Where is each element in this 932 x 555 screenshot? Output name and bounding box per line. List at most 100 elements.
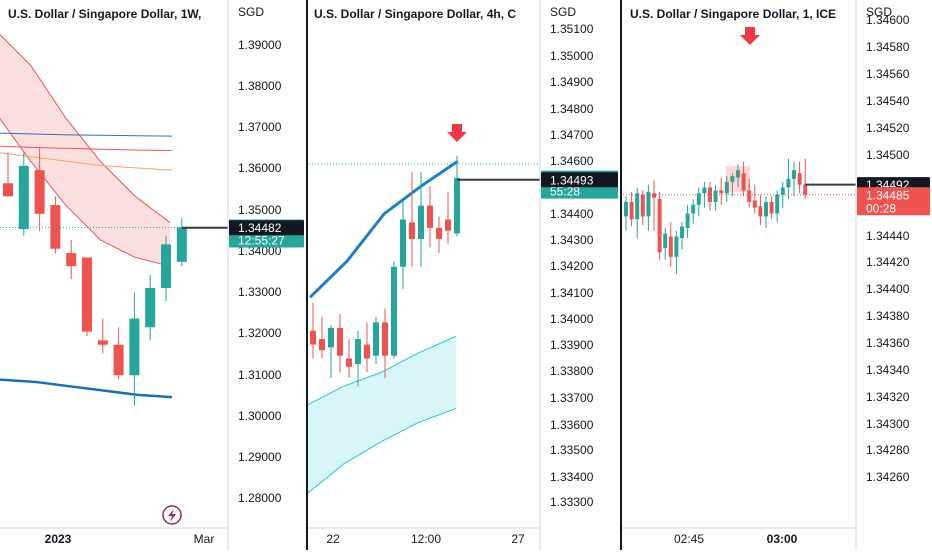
- y-tick-label: 1.33700: [550, 391, 594, 405]
- candle-body: [758, 206, 762, 216]
- candle-body: [781, 188, 785, 195]
- y-tick-label: 1.34280: [866, 443, 910, 457]
- y-tick-label: 1.34600: [866, 13, 910, 27]
- candle-body: [355, 339, 361, 364]
- y-tick-label: 1.34700: [550, 128, 594, 142]
- candle-body: [161, 244, 171, 288]
- y-tick-label: 1.36000: [238, 161, 282, 175]
- x-tick-label: 02:45: [674, 532, 704, 546]
- currency-label: SGD: [238, 5, 264, 19]
- lightning-icon[interactable]: [163, 506, 181, 524]
- candle-body: [82, 257, 92, 331]
- y-tick-label: 1.35100: [550, 22, 594, 36]
- candle-body: [770, 202, 774, 214]
- candle-body: [680, 226, 684, 238]
- x-tick-label: 27: [511, 532, 525, 546]
- y-tick-label: 1.34420: [866, 255, 910, 269]
- price-label-dark: 1.34493: [541, 172, 618, 187]
- y-tick-label: 1.37000: [238, 120, 282, 134]
- candle-body: [391, 267, 397, 356]
- y-tick-label: 1.34540: [866, 94, 910, 108]
- candle-body: [129, 319, 139, 376]
- candle-body: [319, 339, 325, 350]
- y-tick-label: 1.34300: [866, 417, 910, 431]
- y-tick-label: 1.34520: [866, 121, 910, 135]
- candle-body: [669, 237, 673, 257]
- y-tick-label: 1.33500: [550, 443, 594, 457]
- candle-body: [792, 170, 796, 179]
- y-tick-label: 1.32000: [238, 326, 282, 340]
- y-tick-label: 1.34000: [550, 312, 594, 326]
- candle-body: [697, 193, 701, 205]
- currency-label: SGD: [550, 5, 576, 19]
- candle-body: [753, 201, 757, 208]
- candle-body: [641, 195, 645, 217]
- candle-body: [691, 205, 695, 214]
- arrow-stem: [452, 124, 462, 133]
- price-label-value: 1.34493: [550, 173, 594, 187]
- price-label-dark: 1.34482: [229, 220, 304, 235]
- candle-body: [454, 178, 460, 234]
- candle-body: [364, 345, 370, 359]
- y-tick-label: 1.34100: [550, 286, 594, 300]
- y-tick-label: 1.35000: [238, 203, 282, 217]
- chart-title: U.S. Dollar / Singapore Dollar, 4h, C: [314, 7, 516, 21]
- candle-body: [409, 222, 415, 239]
- candle-body: [652, 193, 656, 197]
- y-tick-label: 1.29000: [238, 450, 282, 464]
- candle-body: [145, 288, 155, 327]
- y-tick-label: 1.34200: [550, 259, 594, 273]
- candle-body: [400, 220, 406, 267]
- y-tick-label: 1.38000: [238, 79, 282, 93]
- candle-body: [337, 328, 343, 356]
- price-label-countdown: 12:55:27: [238, 233, 285, 247]
- y-tick-label: 1.33800: [550, 364, 594, 378]
- y-tick-label: 1.34400: [550, 207, 594, 221]
- candle-body: [719, 190, 723, 193]
- chart-title: U.S. Dollar / Singapore Dollar, 1W,: [8, 7, 201, 21]
- price-label-value: 1.34482: [238, 221, 282, 235]
- candle-body: [646, 192, 650, 217]
- candle-body: [98, 340, 108, 344]
- candle-body: [382, 322, 388, 355]
- y-tick-label: 1.34340: [866, 363, 910, 377]
- candle-body: [674, 237, 678, 257]
- candle-body: [630, 202, 634, 219]
- x-tick-label: 03:00: [767, 532, 798, 546]
- candle-body: [114, 345, 124, 376]
- candle: [391, 261, 397, 358]
- y-tick-label: 1.34500: [866, 148, 910, 162]
- y-tick-label: 1.33400: [550, 470, 594, 484]
- price-label-value: 1.34485: [866, 188, 910, 202]
- y-tick-label: 1.35000: [550, 49, 594, 63]
- candle-body: [346, 358, 352, 366]
- price-axis-area: [857, 0, 932, 550]
- y-tick-label: 1.34400: [866, 282, 910, 296]
- y-tick-label: 1.39000: [238, 38, 282, 52]
- y-tick-label: 1.30000: [238, 409, 282, 423]
- candle-body: [436, 228, 442, 239]
- candle-body: [177, 227, 187, 261]
- candle-body: [663, 234, 667, 248]
- candle-body: [775, 195, 779, 214]
- candle-body: [373, 322, 379, 355]
- x-tick-label: 22: [326, 532, 340, 546]
- candle-body: [328, 328, 334, 347]
- candle-body: [310, 331, 316, 345]
- x-tick-label: 12:00: [411, 532, 441, 546]
- y-tick-label: 1.34900: [550, 75, 594, 89]
- candle-body: [714, 190, 718, 202]
- candle-body: [624, 202, 628, 216]
- highlight-box: [726, 166, 750, 192]
- x-tick-label: 2023: [45, 532, 72, 546]
- candle-body: [66, 253, 76, 266]
- candle: [82, 257, 92, 336]
- candle-body: [35, 170, 45, 214]
- y-tick-label: 1.33000: [238, 285, 282, 299]
- y-tick-label: 1.34800: [550, 102, 594, 116]
- candle-body: [427, 206, 433, 228]
- candle-body: [418, 206, 424, 239]
